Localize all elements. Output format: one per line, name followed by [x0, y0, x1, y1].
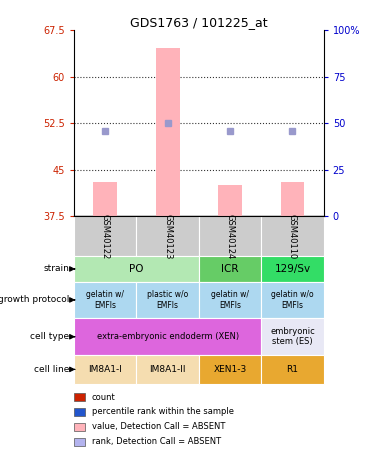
- Bar: [74, 216, 136, 256]
- Text: value, Detection Call = ABSENT: value, Detection Call = ABSENT: [92, 422, 225, 432]
- Bar: [74, 281, 136, 319]
- Bar: [218, 185, 242, 216]
- Text: IM8A1-II: IM8A1-II: [149, 365, 186, 374]
- Bar: [261, 256, 324, 281]
- Text: extra-embryonic endoderm (XEN): extra-embryonic endoderm (XEN): [97, 332, 239, 341]
- Bar: [136, 355, 199, 384]
- Bar: [199, 281, 261, 319]
- Text: GSM40110: GSM40110: [288, 214, 297, 259]
- Text: gelatin w/o
EMFls: gelatin w/o EMFls: [271, 290, 314, 310]
- Text: cell line: cell line: [34, 365, 69, 374]
- Text: 129/Sv: 129/Sv: [275, 264, 310, 274]
- Bar: [261, 216, 324, 256]
- Text: R1: R1: [287, 365, 298, 374]
- Bar: [156, 47, 179, 216]
- Text: gelatin w/
EMFls: gelatin w/ EMFls: [86, 290, 124, 310]
- Title: GDS1763 / 101225_at: GDS1763 / 101225_at: [130, 16, 268, 29]
- Text: plastic w/o
EMFls: plastic w/o EMFls: [147, 290, 188, 310]
- Bar: [281, 182, 304, 216]
- Bar: [261, 355, 324, 384]
- Bar: [261, 319, 324, 355]
- Text: GSM40122: GSM40122: [101, 214, 110, 259]
- Text: percentile rank within the sample: percentile rank within the sample: [92, 407, 234, 417]
- Text: strain: strain: [43, 265, 69, 273]
- Text: ICR: ICR: [222, 264, 239, 274]
- Bar: [94, 182, 117, 216]
- Text: count: count: [92, 392, 115, 402]
- Bar: [199, 355, 261, 384]
- Text: GSM40124: GSM40124: [225, 214, 235, 259]
- Bar: [136, 216, 199, 256]
- Bar: [261, 281, 324, 319]
- Text: embryonic
stem (ES): embryonic stem (ES): [270, 327, 315, 346]
- Text: PO: PO: [129, 264, 144, 274]
- Text: IM8A1-I: IM8A1-I: [89, 365, 122, 374]
- Bar: [74, 319, 261, 355]
- Text: XEN1-3: XEN1-3: [213, 365, 247, 374]
- Text: growth protocol: growth protocol: [0, 295, 69, 305]
- Text: cell type: cell type: [30, 332, 69, 341]
- Bar: [74, 256, 199, 281]
- Text: gelatin w/
EMFls: gelatin w/ EMFls: [211, 290, 249, 310]
- Bar: [136, 281, 199, 319]
- Bar: [199, 216, 261, 256]
- Text: GSM40123: GSM40123: [163, 213, 172, 259]
- Bar: [74, 355, 136, 384]
- Text: rank, Detection Call = ABSENT: rank, Detection Call = ABSENT: [92, 437, 221, 446]
- Bar: [199, 256, 261, 281]
